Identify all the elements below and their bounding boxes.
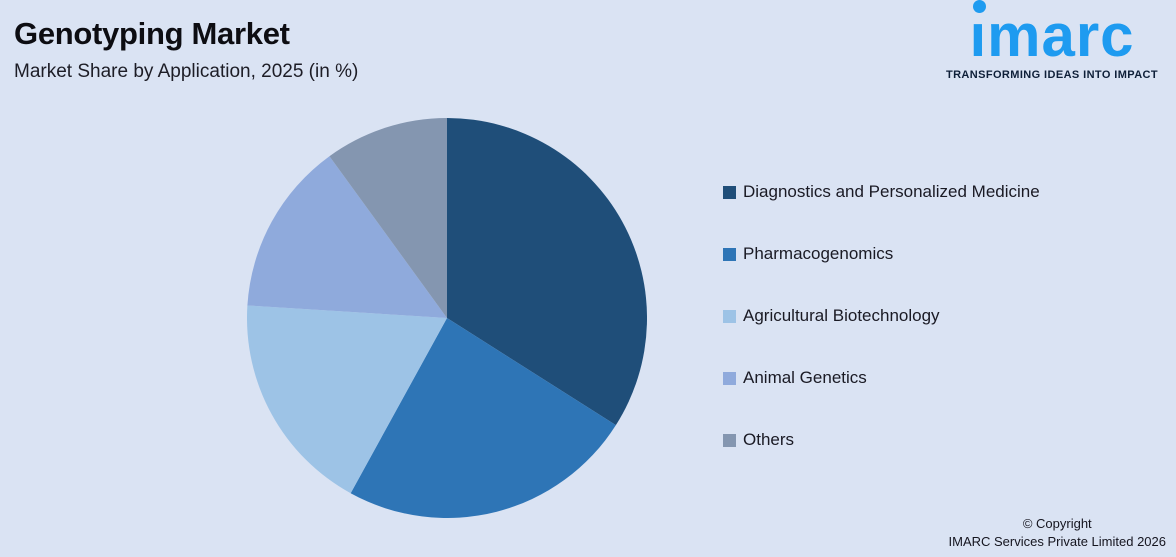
pie-slice-3	[247, 305, 447, 494]
legend-item: Others	[723, 428, 1040, 452]
chart-title: Genotyping Market	[14, 16, 290, 51]
pie-slice-2	[350, 318, 616, 518]
chart-header: Genotyping Market Market Share by Applic…	[14, 16, 358, 83]
legend-swatch-icon	[723, 309, 736, 323]
legend-swatch-icon	[723, 185, 736, 199]
legend-item: Agricultural Biotechnology	[723, 304, 1040, 328]
imarc-tagline: TRANSFORMING IDEAS INTO IMPACT	[945, 69, 1159, 81]
imarc-logo-dot-icon	[973, 0, 987, 13]
legend-item: Animal Genetics	[723, 366, 1040, 390]
legend-label: Pharmacogenomics	[743, 244, 894, 263]
legend-label: Others	[743, 430, 795, 449]
legend-label: Agricultural Biotechnology	[743, 306, 940, 325]
legend-swatch-icon	[723, 247, 736, 261]
imarc-wordmark: ımarc	[969, 0, 1134, 66]
pie-slice-4	[247, 156, 447, 318]
chart-subtitle: Market Share by Application, 2025 (in %)	[14, 61, 359, 82]
legend-item: Diagnostics and Personalized Medicine	[723, 180, 1040, 204]
copyright-line1: © Copyright	[1022, 515, 1092, 531]
legend-item: Pharmacogenomics	[723, 242, 1040, 266]
legend-label: Animal Genetics	[743, 368, 867, 387]
pie-slice-5	[329, 118, 447, 318]
legend-swatch-icon	[723, 433, 736, 447]
copyright-notice: © Copyright IMARC Services Private Limit…	[949, 515, 1166, 551]
legend-swatch-icon	[723, 371, 736, 385]
legend: Diagnostics and Personalized Medicine Pha…	[723, 180, 1040, 452]
imarc-brand-text: ımarc	[969, 2, 1135, 69]
pie-chart	[247, 118, 647, 518]
pie-slice-1	[447, 118, 647, 426]
copyright-line2: IMARC Services Private Limited 2026	[948, 533, 1166, 549]
legend-label: Diagnostics and Personalized Medicine	[743, 182, 1040, 201]
imarc-logo: ımarc TRANSFORMING IDEAS INTO IMPACT	[934, 0, 1170, 81]
